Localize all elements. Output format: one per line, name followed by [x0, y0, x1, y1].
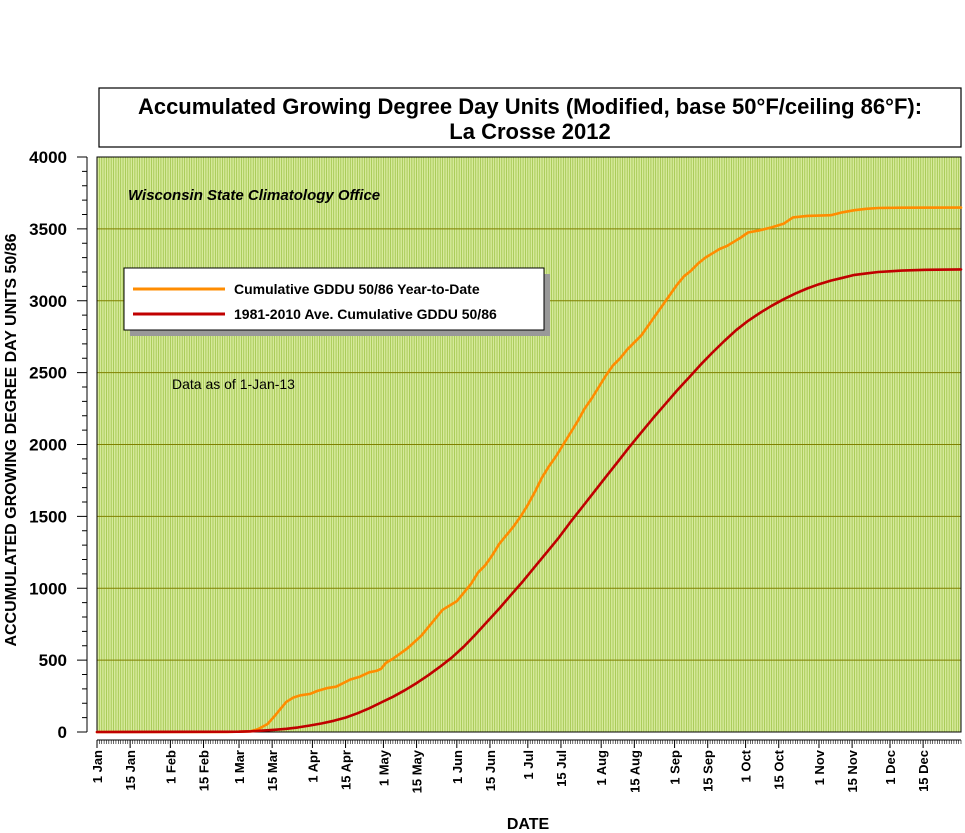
x-tick-label: 1 Feb — [163, 750, 178, 784]
x-tick-label: 1 Jun — [450, 750, 465, 784]
x-tick-label: 1 Dec — [883, 750, 898, 785]
plot-area — [95, 156, 963, 734]
y-axis-title: ACCUMULATED GROWING DEGREE DAY UNITS 50/… — [3, 233, 20, 646]
x-tick-label: 1 Sep — [668, 750, 683, 785]
series-line-average — [95, 268, 963, 734]
y-tick-label: 0 — [58, 723, 67, 742]
source-label: Wisconsin State Climatology Office — [128, 187, 380, 204]
y-tick-label: 3000 — [29, 292, 67, 311]
x-tick-label: 15 Jul — [554, 750, 569, 787]
x-tick-label: 1 Jan — [90, 750, 105, 783]
plot-border — [96, 156, 962, 733]
x-tick-label: 15 Jan — [123, 750, 138, 791]
chart-title-line1: Accumulated Growing Degree Day Units (Mo… — [138, 94, 922, 119]
y-tick-label: 500 — [39, 651, 67, 670]
legend-label-average: 1981-2010 Ave. Cumulative GDDU 50/86 — [234, 306, 497, 322]
title-box: Accumulated Growing Degree Day Units (Mo… — [98, 87, 962, 148]
x-tick-label: 1 Oct — [739, 749, 754, 782]
series-line-ytd — [95, 206, 963, 734]
x-tick-label: 15 Aug — [627, 750, 642, 793]
data-date-note: Data as of 1-Jan-13 — [172, 376, 295, 392]
legend-label-ytd: Cumulative GDDU 50/86 Year-to-Date — [234, 281, 480, 297]
legend-box — [123, 267, 545, 331]
x-tick-label: 15 Apr — [339, 750, 354, 790]
x-tick-label: 15 Feb — [197, 750, 212, 791]
x-tick-label: 1 May — [376, 749, 391, 786]
chart-title-line2: La Crosse 2012 — [449, 119, 610, 144]
title-border — [98, 87, 962, 148]
x-axis: 1 Jan 15 Jan 1 Feb 15 Feb 1 Mar 15 Mar 1 Apr 15… — [90, 739, 962, 793]
x-axis-title: DATE — [507, 816, 550, 833]
y-tick-label: 4000 — [29, 148, 67, 167]
x-tick-label: 15 Oct — [772, 749, 787, 789]
y-tick-label: 1000 — [29, 579, 67, 598]
x-tick-label: 1 Apr — [305, 750, 320, 783]
x-tick-label: 1 Jul — [521, 750, 536, 780]
x-tick-label: 15 Sep — [701, 750, 716, 792]
y-tick-label: 1500 — [29, 507, 67, 526]
x-tick-label: 15 Jun — [483, 750, 498, 791]
x-tick-label: 15 May — [410, 749, 425, 793]
y-tick-label: 2000 — [29, 436, 67, 455]
x-tick-label: 15 Nov — [845, 749, 860, 792]
x-tick-label: 1 Aug — [594, 750, 609, 786]
legend: Cumulative GDDU 50/86 Year-to-Date 1981-… — [123, 267, 550, 336]
y-tick-label: 2500 — [29, 364, 67, 383]
x-tick-label: 1 Nov — [812, 749, 827, 785]
y-tick-label: 3500 — [29, 220, 67, 239]
x-tick-label: 15 Dec — [916, 750, 931, 792]
x-tick-label: 15 Mar — [265, 750, 280, 791]
x-tick-label: 1 Mar — [232, 750, 247, 784]
y-axis: 0 500 1000 1500 2000 2500 3000 3500 4000 — [29, 148, 88, 742]
series-layer — [95, 206, 963, 734]
